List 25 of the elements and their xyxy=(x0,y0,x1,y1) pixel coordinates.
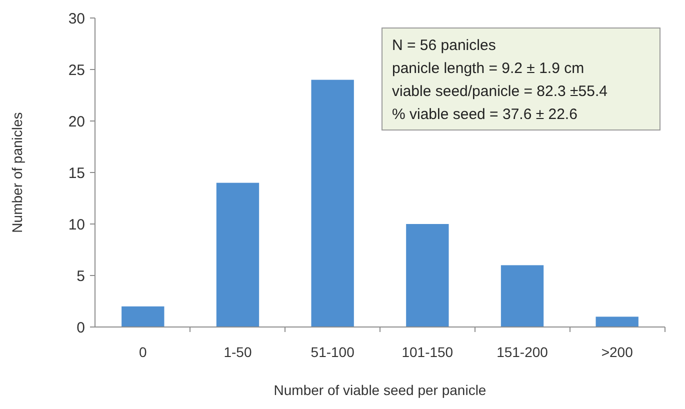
x-tick-label: 51-100 xyxy=(310,344,355,360)
bar xyxy=(596,316,638,327)
x-tick-label: 151-200 xyxy=(496,344,548,360)
annotation: panicle length = 9.2 ± 1.9 cm xyxy=(392,60,584,77)
y-tick-label: 0 xyxy=(76,319,85,336)
y-tick-label: 5 xyxy=(76,268,85,285)
x-tick-label: 0 xyxy=(138,344,147,360)
bar xyxy=(406,224,449,327)
y-axis-title: Number of panicles xyxy=(9,112,25,233)
y-tick-label: 30 xyxy=(68,10,85,28)
annotation: viable seed/panicle = 82.3 ±55.4 xyxy=(392,83,608,100)
y-tick-label: 10 xyxy=(68,216,85,234)
bar xyxy=(216,182,260,327)
annotation: N = 56 panicles xyxy=(392,37,496,54)
bar xyxy=(500,265,544,327)
bar xyxy=(311,80,354,327)
y-tick-label: 25 xyxy=(68,62,85,79)
y-tick-label: 15 xyxy=(68,164,85,182)
x-axis-title: Number of viable seed per panicle xyxy=(274,382,486,398)
bar xyxy=(122,306,164,327)
x-tick-label: >200 xyxy=(601,344,634,360)
x-tick-label: 101-150 xyxy=(402,344,454,360)
annotation: % viable seed = 37.6 ± 22.6 xyxy=(392,106,578,123)
y-tick-label: 20 xyxy=(68,113,85,130)
x-tick-label: 1-50 xyxy=(224,344,252,360)
